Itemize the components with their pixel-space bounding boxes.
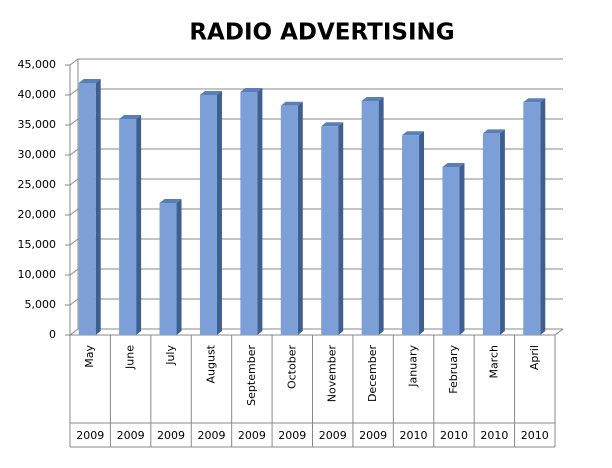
bar-side [378,97,384,335]
y-tick-label: 40,000 [18,88,57,101]
bar-top [240,88,263,92]
bar-top [523,98,546,103]
x-group-label: 2010 [521,429,549,442]
grid-line-side [69,58,79,66]
x-group-label: 2009 [76,429,104,442]
bar [321,126,339,335]
grid-line-side [69,298,79,306]
grid-line-side [69,148,79,156]
bar [119,119,137,335]
y-tick-label: 0 [49,328,56,341]
bar-side [540,98,546,335]
bar-side [216,91,222,335]
grid-line-side [69,268,79,276]
y-tick-label: 15,000 [18,238,57,251]
bar-side [136,115,142,335]
bar-top [119,115,142,119]
y-tick-label: 5,000 [25,298,57,311]
bar-side [499,129,505,335]
bar-top [280,101,303,106]
x-tick-label: June [124,345,137,370]
bar [199,95,217,335]
x-tick-label: April [528,345,541,370]
bar-side [297,101,303,335]
grid-line-side [69,88,79,96]
x-group-label: 2009 [278,429,306,442]
grid-line-side [69,178,79,186]
bar-side [459,163,465,335]
y-tick-label: 45,000 [18,58,57,71]
bar [402,135,420,335]
y-tick-label: 20,000 [18,208,57,221]
bar [442,167,460,335]
chart-title: RADIO ADVERTISING [189,20,454,46]
floor-right [554,328,564,336]
bar-side [419,131,425,335]
x-tick-label: March [487,345,500,379]
x-group-label: 2009 [238,429,266,442]
bar [361,101,379,335]
x-tick-label: January [407,345,420,388]
bar-top [199,91,222,95]
x-tick-label: October [285,345,298,389]
x-group-label: 2009 [157,429,185,442]
bar-side [95,79,101,335]
bar-top [361,97,384,101]
bar-side [338,122,344,335]
bar [280,105,298,335]
bar [159,203,177,335]
x-tick-label: February [447,345,460,394]
bar-top [482,129,505,134]
x-group-label: 2010 [400,429,428,442]
x-tick-label: July [164,345,177,366]
bar [240,92,258,335]
x-tick-label: November [326,345,339,403]
bar-top [402,131,425,136]
bar [523,102,541,335]
grid-line-side [69,328,79,336]
bar-top [321,122,344,127]
x-group-label: 2010 [480,429,508,442]
bar-top [442,163,465,167]
grid-line-side [69,118,79,126]
x-tick-label: May [83,345,96,368]
x-group-label: 2009 [319,429,347,442]
y-tick-label: 10,000 [18,268,57,281]
y-tick-label: 30,000 [18,148,57,161]
grid-line-side [69,238,79,246]
y-tick-label: 35,000 [18,118,57,131]
x-tick-label: December [366,345,379,403]
grid-line-side [69,208,79,216]
x-group-label: 2009 [359,429,387,442]
x-group-label: 2009 [117,429,145,442]
bar [482,133,500,335]
bar [78,83,96,335]
bar-top [78,79,101,83]
x-group-label: 2009 [197,429,225,442]
x-tick-label: August [204,344,217,383]
x-group-label: 2010 [440,429,468,442]
bar-side [176,199,182,335]
bar-side [257,88,263,335]
y-tick-label: 25,000 [18,178,57,191]
x-tick-label: September [245,345,258,406]
bar-top [159,199,182,203]
